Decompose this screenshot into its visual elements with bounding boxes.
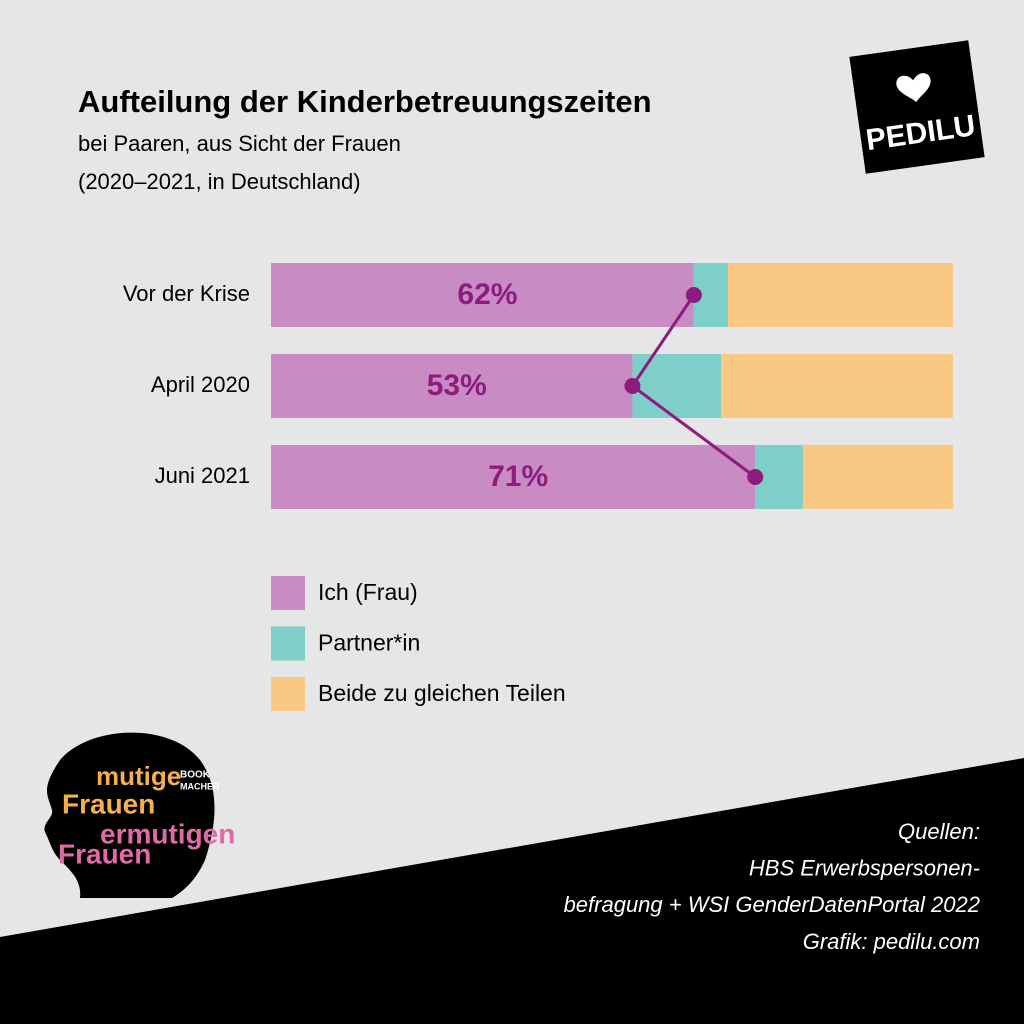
chart-subtitle: (2020–2021, in Deutschland) (78, 169, 361, 194)
trend-dot (624, 378, 641, 394)
bar-segment (802, 445, 953, 509)
source-text: HBS Erwerbspersonen- (749, 856, 980, 881)
legend-label: Partner*in (318, 630, 420, 656)
source-text: Grafik: pedilu.com (803, 929, 980, 954)
badge: mutige Frauen ermutigen Frauen BOOK MACH… (44, 732, 235, 898)
bar-segment (721, 354, 953, 418)
footer-band (0, 758, 1024, 1024)
legend-swatch (271, 626, 305, 661)
legend-label: Beide zu gleichen Teilen (318, 680, 566, 706)
data-label: 53% (427, 369, 487, 402)
y-tick-label: Juni 2021 (155, 463, 250, 488)
legend-swatch (271, 576, 305, 610)
bar-segment (271, 354, 633, 418)
y-tick-label: April 2020 (151, 372, 250, 397)
source-text: befragung + WSI GenderDatenPortal 2022 (564, 892, 980, 917)
logo-box (849, 40, 985, 174)
bar-segment (271, 445, 756, 509)
chart-title: Aufteilung der Kinderbetreuungszeiten (78, 84, 652, 119)
badge-small: MACHER (180, 781, 220, 791)
data-label: 62% (457, 278, 517, 311)
badge-text: mutige (96, 761, 181, 791)
badge-small: BOOK (180, 770, 211, 781)
badge-text: ermutigen (100, 818, 235, 849)
logo: PEDILU (849, 40, 985, 174)
trend-dot (685, 287, 702, 303)
legend-label: Ich (Frau) (318, 579, 418, 605)
badge-text: Frauen (62, 788, 155, 819)
bar-segment (271, 263, 694, 327)
y-tick-label: Vor der Krise (123, 281, 250, 306)
source-text: Quellen: (898, 819, 980, 844)
badge-text: Frauen (58, 838, 151, 869)
data-label: 71% (488, 460, 548, 493)
chart-subtitle: bei Paaren, aus Sicht der Frauen (78, 131, 401, 156)
bar-segment (632, 354, 722, 418)
trend-dot (747, 469, 764, 485)
logo-heart (896, 73, 931, 103)
legend-swatch (271, 677, 305, 711)
bar-segment (727, 263, 953, 327)
badge-silhouette (44, 732, 215, 898)
